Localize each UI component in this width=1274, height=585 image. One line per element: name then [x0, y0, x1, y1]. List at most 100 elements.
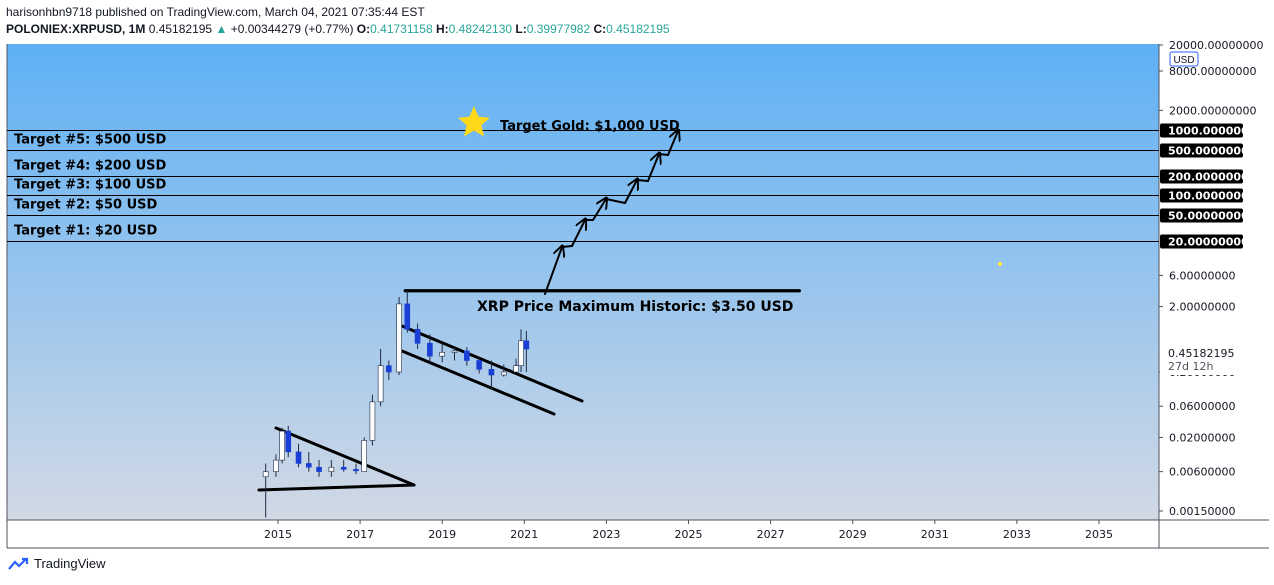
max-historic-label: XRP Price Maximum Historic: $3.50 USD: [477, 299, 793, 315]
symbol-legend: POLONIEX:XRPUSD, 1M 0.45182195 ▲ +0.0034…: [6, 21, 670, 37]
projection-arrow-segment: [544, 247, 562, 295]
candle-body: [386, 365, 392, 373]
candle-body: [464, 350, 470, 361]
candle-body: [369, 401, 376, 441]
triangle-upper-line: [274, 426, 416, 487]
projection-arrow-segment: [571, 220, 585, 247]
candle-body: [523, 340, 530, 350]
candle-body: [427, 342, 433, 357]
target-price-badge-label: 20.00000000: [1168, 236, 1249, 249]
candle-body: [305, 463, 312, 468]
price-tick-label: 0.06000000: [1169, 400, 1235, 413]
high-value: 0.48242130: [448, 22, 513, 36]
price-tick-label: 20000.00000000: [1169, 39, 1263, 52]
target-price-badge: [1160, 169, 1243, 184]
time-tick-label: 2033: [1003, 528, 1031, 541]
candle-body: [279, 430, 285, 461]
symbol-name[interactable]: POLONIEX:XRPUSD, 1M: [6, 22, 146, 36]
annotations-layer: Target Gold: $1,000 USD XRP Price Maximu…: [458, 106, 1002, 315]
target-label: Target #5: $500 USD: [14, 133, 167, 148]
tradingview-logo-icon: [8, 557, 29, 570]
price-axis[interactable]: 20000.00000000 8000.00000000 2000.00000000…: [1159, 39, 1264, 518]
target-gold-label: Target Gold: $1,000 USD: [500, 119, 680, 134]
projection-arrow-segment: [636, 179, 649, 182]
candle-body: [262, 471, 269, 478]
projection-arrow-segment: [592, 199, 606, 221]
drawings-layer: [257, 131, 801, 492]
time-tick-label: 2015: [264, 528, 292, 541]
candle-body: [439, 352, 446, 357]
open-label: O:: [356, 22, 371, 36]
target-price-badge: [1160, 234, 1243, 249]
projection-arrow-segment: [647, 154, 659, 182]
target-label: Target #2: $50 USD: [14, 198, 157, 213]
projection-arrow-segment: [624, 180, 637, 204]
target-label: Target #3: $100 USD: [14, 178, 167, 193]
target-price-badge: [1160, 143, 1243, 158]
low-label: L:: [515, 22, 527, 36]
projection-arrow-segment: [667, 131, 678, 156]
time-tick-label: 2017: [346, 528, 374, 541]
time-axis[interactable]: 2015 2017 2019 2021 2023 2025 2027 2029 2031 2033…: [264, 520, 1113, 541]
time-tick-label: 2031: [921, 528, 949, 541]
high-label: H:: [436, 22, 449, 36]
stray-dot: [998, 262, 1002, 266]
target-label: Target #1: $20 USD: [14, 224, 157, 239]
candle-body: [285, 430, 292, 453]
close-value: 0.45182195: [606, 22, 670, 36]
chart-header: harisonhbn9718 published on TradingView.…: [6, 4, 670, 37]
price-tick-label: 6.00000000: [1169, 269, 1235, 282]
axis-background: [1159, 44, 1269, 520]
currency-label: USD: [1173, 55, 1194, 66]
candle-body: [404, 303, 411, 330]
candle-body: [476, 360, 482, 370]
price-tick-label: 2.00000000: [1169, 301, 1235, 314]
target-price-badge: [1160, 123, 1243, 138]
candle-body: [500, 371, 507, 376]
currency-badge[interactable]: USD: [1169, 51, 1199, 67]
target-price-badge-label: 200.00000000: [1168, 171, 1257, 184]
publish-info: harisonhbn9718 published on TradingView.…: [6, 5, 425, 19]
candle-body: [295, 451, 302, 464]
price-tick-label: 0.00600000: [1169, 466, 1235, 479]
price-tick-label: 0.00150000: [1169, 505, 1235, 518]
tradingview-branding[interactable]: TradingView: [8, 556, 106, 571]
candle-body: [328, 466, 335, 472]
candle-body: [377, 365, 384, 403]
time-tick-label: 2035: [1085, 528, 1113, 541]
triangle-lower-line: [257, 483, 416, 492]
time-tick-label: 2019: [428, 528, 456, 541]
time-tick-label: 2029: [839, 528, 867, 541]
change-up-icon: ▲: [215, 22, 228, 36]
price-change: +0.00344279 (+0.77%): [230, 22, 354, 36]
current-price-label: 0.45182195: [1168, 347, 1234, 360]
time-tick-label: 2025: [675, 528, 703, 541]
time-tick-label: 2023: [592, 528, 620, 541]
candle-body: [414, 328, 421, 344]
candle-body: [518, 340, 524, 366]
candle-body: [361, 440, 368, 472]
plot-background: [7, 44, 1159, 520]
candle-body: [353, 469, 359, 472]
price-tick-label: 2000.00000000: [1169, 104, 1256, 117]
tradingview-brand: TradingView: [34, 556, 106, 571]
price-tick-label: 0.02000000: [1169, 431, 1235, 444]
candle-body: [273, 459, 279, 472]
star-icon: [458, 106, 490, 137]
candle-body: [488, 369, 495, 376]
target-price-badge-label: 500.00000000: [1168, 145, 1257, 158]
target-price-badge-label: 100.00000000: [1168, 190, 1257, 203]
target-price-badge: [1160, 188, 1243, 203]
target-price-badge-label: 1000.00000000: [1168, 125, 1264, 138]
candle-body: [513, 365, 519, 373]
channel-lower-line: [400, 349, 556, 416]
candle-body: [340, 466, 347, 470]
current-price-badge[interactable]: 0.45182195 27d 12h: [1160, 344, 1237, 375]
candle-countdown: 27d 12h: [1168, 360, 1213, 373]
target-label: Target #4: $200 USD: [14, 159, 167, 174]
low-value: 0.39977982: [526, 22, 591, 36]
price-tick-label: 8000.00000000: [1169, 65, 1256, 78]
projection-arrow-segment: [658, 153, 669, 156]
projection-arrow-segment: [561, 245, 573, 248]
